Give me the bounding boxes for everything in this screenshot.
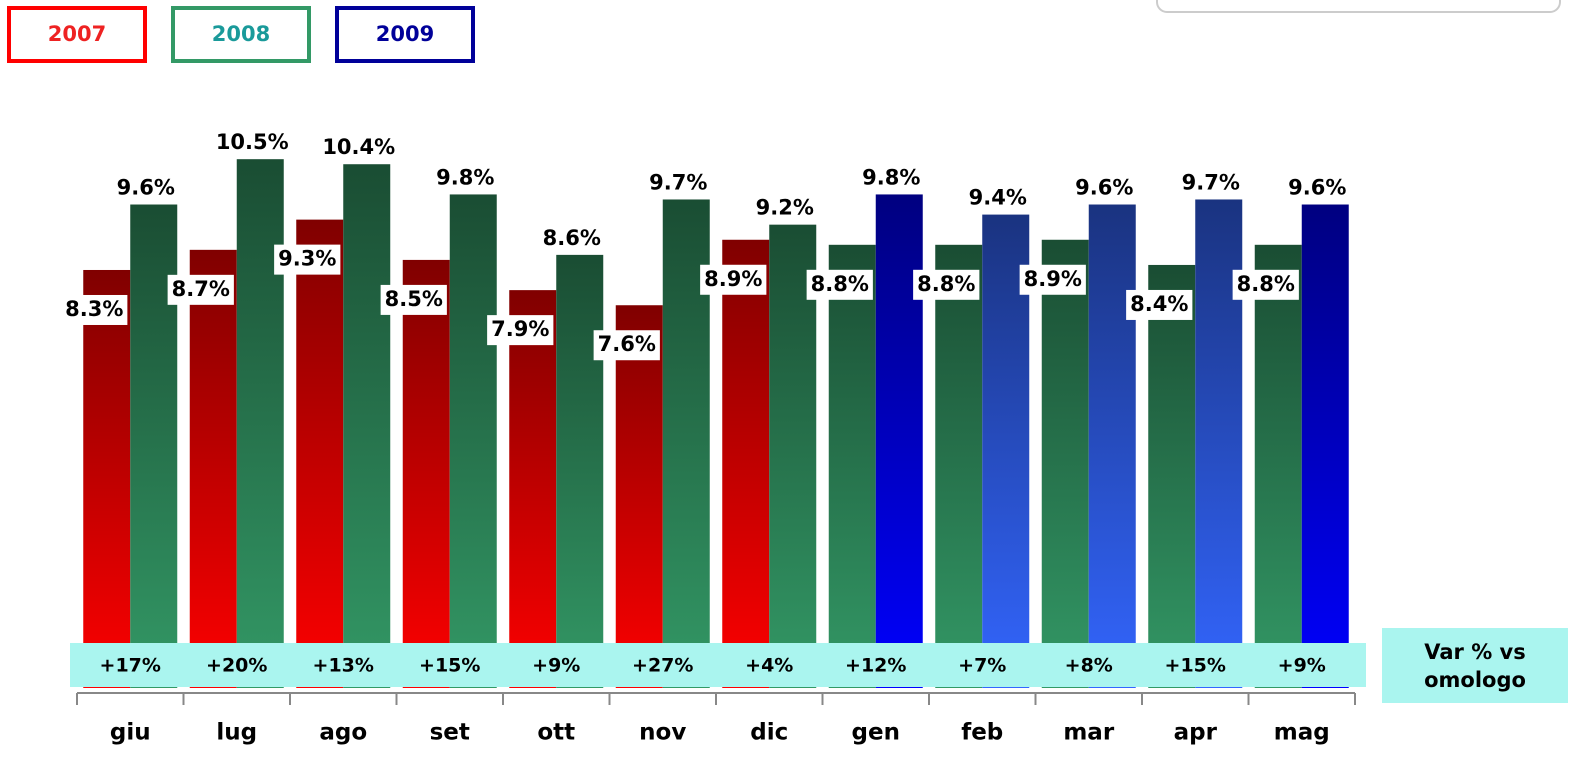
x-tick-label: mag [1274,720,1330,746]
variation-band [70,643,1366,687]
value-label-box [700,264,767,295]
x-tick-label: dic [750,720,788,746]
value-label-box [274,244,341,275]
variation-title: Var % vs omologo [1424,639,1526,692]
value-label-box [487,315,554,346]
value-label-box [1232,269,1299,300]
value-label: 8.3% [65,297,123,321]
value-label-box [913,269,980,300]
value-label: 8.7% [172,277,230,301]
legend-label: 2007 [48,22,106,46]
value-label-box [593,330,660,361]
variation-label: +9% [1278,655,1326,677]
value-label: 7.6% [598,332,656,356]
value-label: 9.4% [969,186,1027,210]
variation-label: +4% [745,655,793,677]
legend-box [7,6,147,63]
value-label-box [380,284,447,315]
variation-label: +20% [206,655,267,677]
value-label: 8.5% [385,287,443,311]
value-label-box [61,294,128,325]
bar [615,305,663,688]
bar [828,244,876,689]
variation-label: +27% [632,655,693,677]
bar [236,159,284,688]
value-label: 8.8% [811,272,869,296]
variation-title-wrap: Var % vs omologo [1424,639,1526,692]
bar [1148,264,1196,688]
variation-label: +7% [958,655,1006,677]
bar [875,194,923,688]
value-label: 8.8% [917,272,975,296]
bar [296,219,344,689]
bar [189,249,237,688]
variation-label: +15% [1165,655,1226,677]
value-label: 9.7% [649,170,707,194]
x-tick-label: feb [961,720,1003,746]
bar [722,239,770,688]
legend-box [171,6,311,63]
bar [83,269,131,688]
bar [769,224,817,688]
bar [402,259,450,688]
value-label: 9.6% [1288,176,1346,200]
x-tick-label: gen [852,720,900,746]
value-label: 9.2% [756,196,814,220]
bar [1088,204,1136,688]
bar [1041,239,1089,688]
bar [556,254,604,688]
value-label: 9.8% [436,165,494,189]
value-label-box [806,269,873,300]
x-tick-label: apr [1174,720,1218,746]
value-label-box [1126,289,1193,320]
variation-label: +8% [1065,655,1113,677]
value-label: 8.4% [1130,292,1188,316]
value-label: 9.6% [1075,176,1133,200]
value-label-box [1019,264,1086,295]
value-label: 8.6% [543,226,601,250]
legend-label: 2008 [212,22,270,46]
x-tick-label: lug [216,720,257,746]
value-label: 9.8% [862,165,920,189]
bar [343,164,391,688]
value-label: 8.9% [1024,267,1082,291]
variation-label: +12% [845,655,906,677]
bar [935,244,983,689]
value-label: 10.4% [322,135,395,159]
x-tick-label: set [430,720,470,746]
x-tick-label: giu [110,720,151,746]
value-label: 9.6% [117,176,175,200]
x-tick-label: ago [319,720,367,746]
legend-box [335,6,475,63]
x-tick-label: mar [1063,720,1114,746]
variation-label: +17% [100,655,161,677]
value-label-box [167,274,234,305]
legend-label: 2009 [376,22,434,46]
value-label: 7.9% [491,317,549,341]
decoration [1156,0,1561,13]
x-tick-label: nov [639,720,686,746]
variation-label: +13% [313,655,374,677]
variation-label: +9% [532,655,580,677]
bar [509,290,557,688]
value-label: 9.7% [1182,170,1240,194]
variation-label: +15% [419,655,480,677]
value-label: 8.8% [1237,272,1295,296]
bar [1301,204,1349,688]
bar [1254,244,1302,689]
value-label: 9.3% [278,247,336,271]
bar [449,194,497,688]
variation-title-box [1382,628,1568,703]
value-label: 8.9% [704,267,762,291]
value-label: 10.5% [216,130,289,154]
x-tick-label: ott [537,720,575,746]
